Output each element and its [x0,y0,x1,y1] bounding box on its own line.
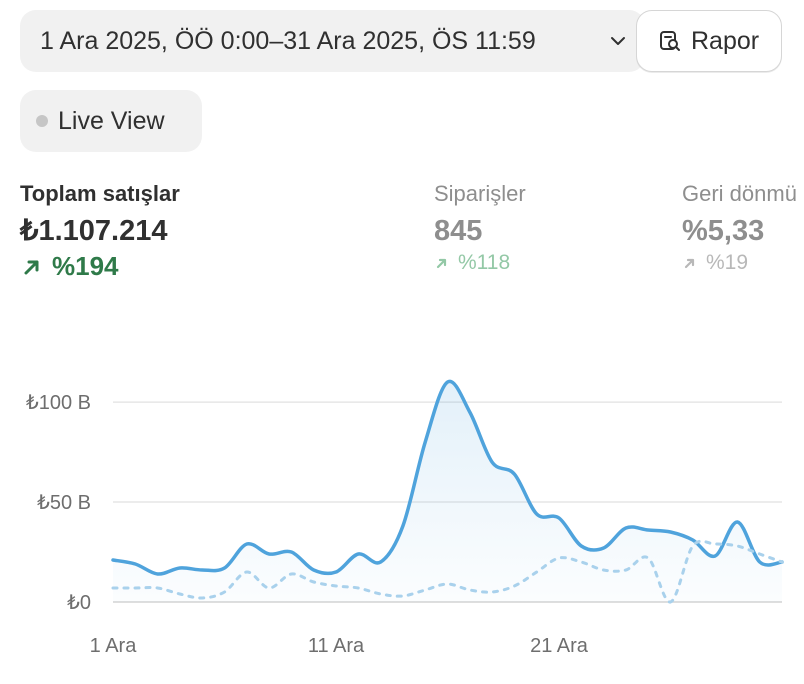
data-point-comparison[interactable] [263,582,275,594]
sales-chart: ₺0 ₺50 B ₺100 B 1 Ara 11 Ara 21 Ara [0,350,804,684]
report-search-icon [657,28,683,54]
series-area-fill [113,381,782,602]
date-range-text: 1 Ara 2025, ÖÖ 0:00–31 Ara 2025, ÖS 11:5… [40,26,536,55]
data-point-comparison[interactable] [152,582,164,594]
data-point-comparison[interactable] [285,568,297,580]
data-point-current[interactable] [731,516,743,528]
data-point-current[interactable] [575,540,587,552]
data-point-current[interactable] [531,508,543,520]
metric-change-value: %118 [458,251,511,274]
arrow-up-right-icon [20,255,44,279]
x-tick-label: 11 Ara [308,635,365,657]
x-tick-label: 1 Ara [90,635,138,657]
y-tick-label: ₺0 [67,592,91,614]
metric-change: %194 [20,251,180,282]
metric-title: Toplam satışlar [20,181,180,206]
data-point-current[interactable] [553,512,565,524]
data-point-comparison[interactable] [196,592,208,604]
data-point-current[interactable] [620,522,632,534]
metric-total-sales[interactable]: Toplam satışlar ₺1.107.214 %194 [20,180,180,282]
series-line-comparison[interactable] [111,539,784,604]
data-point-current[interactable] [129,558,141,570]
series-line-current[interactable] [111,379,784,576]
data-point-current[interactable] [152,568,164,580]
metric-change: %19 [682,251,797,275]
arrow-up-right-icon [682,255,698,271]
data-point-comparison[interactable] [375,588,387,600]
metric-value: ₺1.107.214 [20,215,168,247]
live-view-button[interactable]: Live View [20,90,202,152]
data-point-current[interactable] [709,550,721,562]
data-point-comparison[interactable] [129,582,141,594]
data-point-current[interactable] [642,524,654,536]
metric-title: Siparişler [434,181,526,206]
data-point-current[interactable] [308,564,320,576]
data-point-current[interactable] [219,562,231,574]
metric-change-value: %194 [52,251,119,281]
data-point-comparison[interactable] [731,540,743,552]
live-status-dot [36,115,48,127]
data-point-current[interactable] [442,376,454,388]
data-point-current[interactable] [486,456,498,468]
date-range-selector[interactable]: 1 Ara 2025, ÖÖ 0:00–31 Ara 2025, ÖS 11:5… [20,10,645,72]
data-point-current[interactable] [241,538,253,550]
metric-value: 845 [434,215,483,247]
data-point-comparison[interactable] [397,590,409,602]
data-point-comparison[interactable] [241,566,253,578]
data-point-comparison[interactable] [219,586,231,598]
data-point-comparison[interactable] [642,552,654,564]
arrow-up-right-icon [434,255,450,271]
data-point-current[interactable] [598,542,610,554]
data-point-current[interactable] [196,564,208,576]
data-point-current[interactable] [397,520,409,532]
data-point-current[interactable] [464,406,476,418]
data-point-comparison[interactable] [687,540,699,552]
live-view-label: Live View [58,106,165,135]
x-tick-label: 21 Ara [530,635,589,657]
report-button-label: Rapor [691,26,760,55]
data-point-comparison[interactable] [575,556,587,568]
data-point-current[interactable] [285,546,297,558]
metric-change-value: %19 [706,251,749,274]
data-point-current[interactable] [174,562,186,574]
data-point-comparison[interactable] [486,586,498,598]
sales-line-chart: ₺0 ₺50 B ₺100 B 1 Ara 11 Ara 21 Ara [26,376,788,657]
data-point-comparison[interactable] [442,578,454,590]
metric-returning[interactable]: Geri dönmü %5,33 %19 [682,180,797,275]
data-point-comparison[interactable] [508,580,520,592]
data-point-comparison[interactable] [308,576,320,588]
data-point-comparison[interactable] [553,552,565,564]
metric-orders[interactable]: Siparişler 845 %118 [434,180,526,275]
data-point-comparison[interactable] [598,564,610,576]
data-point-comparison[interactable] [709,538,721,550]
report-button[interactable]: Rapor [636,10,782,72]
data-point-comparison[interactable] [620,564,632,576]
data-point-current[interactable] [352,548,364,560]
chevron-down-icon [607,30,629,52]
metric-change: %118 [434,251,526,275]
data-point-comparison[interactable] [531,566,543,578]
data-point-current[interactable] [263,548,275,560]
data-point-comparison[interactable] [419,584,431,596]
data-point-current[interactable] [330,566,342,578]
data-point-comparison[interactable] [330,580,342,592]
data-point-comparison[interactable] [665,596,677,608]
y-tick-label: ₺50 B [37,492,91,514]
data-point-current[interactable] [508,468,520,480]
data-point-comparison[interactable] [107,582,119,594]
metric-value: %5,33 [682,215,765,247]
data-point-comparison[interactable] [776,556,788,568]
data-point-comparison[interactable] [174,588,186,600]
data-point-current[interactable] [419,436,431,448]
data-point-current[interactable] [665,526,677,538]
data-point-comparison[interactable] [352,582,364,594]
data-point-current[interactable] [375,556,387,568]
metric-title: Geri dönmü [682,181,797,206]
y-tick-label: ₺100 B [26,392,91,414]
data-point-comparison[interactable] [464,584,476,596]
data-point-current[interactable] [107,554,119,566]
data-point-comparison[interactable] [754,548,766,560]
